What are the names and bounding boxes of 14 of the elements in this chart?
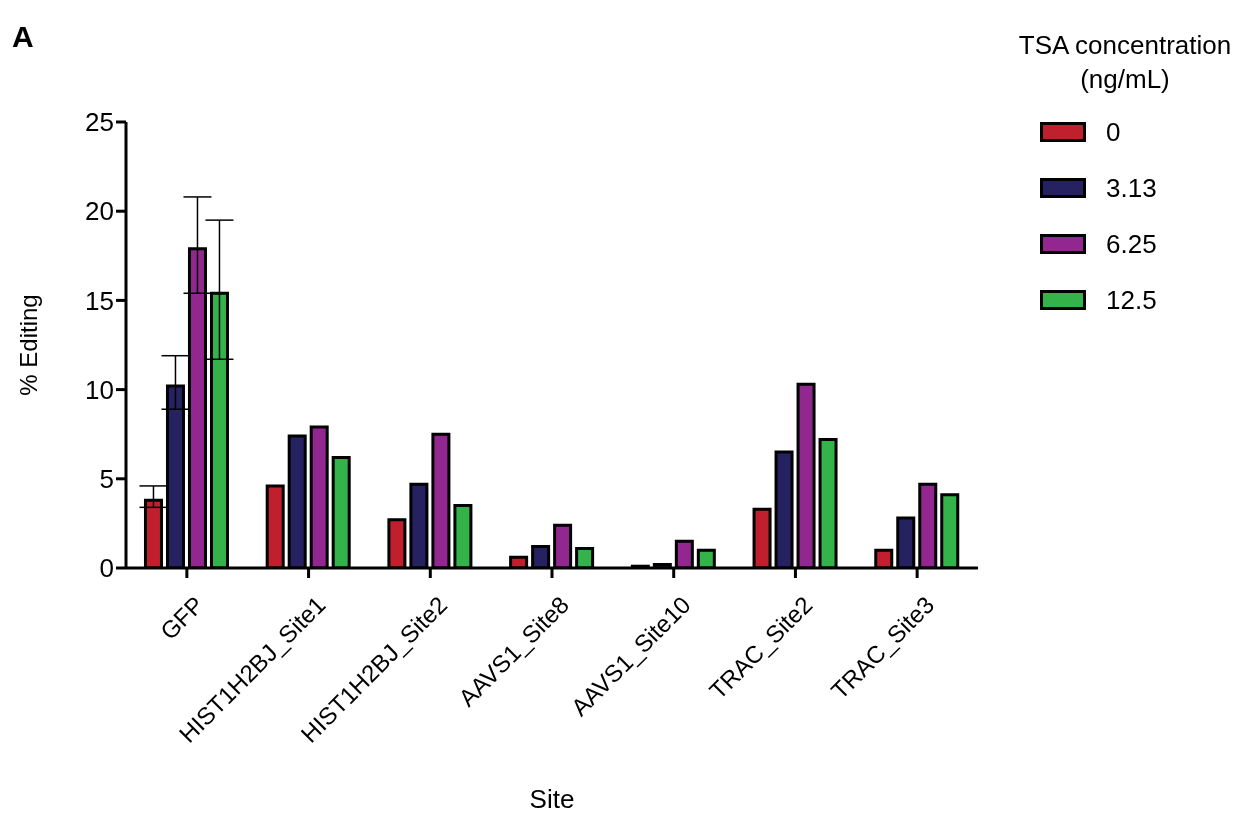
legend-label: 0 bbox=[1106, 116, 1121, 148]
y-tick-label: 15 bbox=[85, 285, 114, 316]
y-tick-label: 5 bbox=[99, 464, 114, 495]
legend-label: 3.13 bbox=[1106, 172, 1157, 204]
text: A bbox=[12, 20, 34, 54]
y-axis-title: % Editing bbox=[14, 294, 42, 396]
y-tick-label: 20 bbox=[85, 196, 114, 227]
x-axis-title: Site bbox=[529, 784, 575, 814]
y-tick-label: 10 bbox=[85, 374, 114, 405]
legend-label: 6.25 bbox=[1106, 228, 1157, 260]
legend-label: 12.5 bbox=[1106, 284, 1157, 316]
y-tick-label: 25 bbox=[85, 107, 114, 138]
y-tick-label: 0 bbox=[99, 553, 114, 584]
legend-title: TSA concentration (ng/mL) bbox=[1017, 29, 1233, 96]
